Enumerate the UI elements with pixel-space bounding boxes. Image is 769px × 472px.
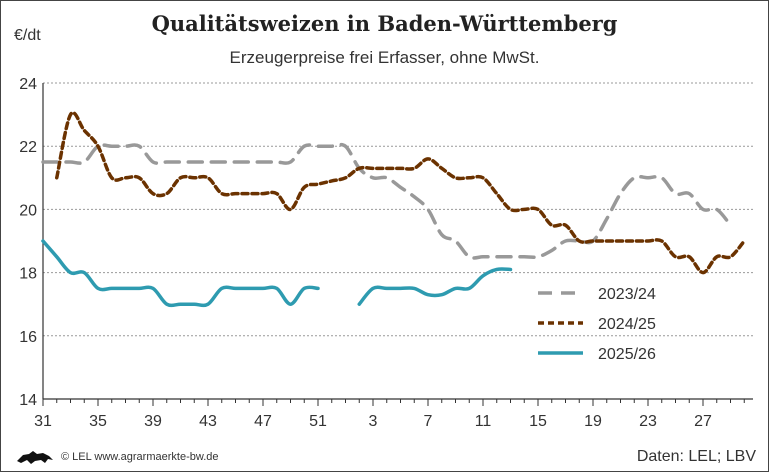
series-line-2023-24 [41,142,733,260]
y-tick-label: 18 [19,266,37,283]
legend-label: 2024/25 [598,316,656,333]
x-tick-label: 15 [529,413,547,430]
x-tick-label: 7 [424,413,433,430]
y-tick-label: 22 [19,139,37,156]
copyright-text: © LEL www.agrarmaerkte-bw.de [61,451,219,463]
line-chart: 14 16 18 20 22 24 31 35 39 43 47 51 3 7 11 15 19 23 27 2023… [19,76,753,430]
x-tick-label: 39 [144,413,162,430]
x-tick-label: 3 [369,413,378,430]
chart-title: Qualitätsweizen in Baden-Württemberg [151,11,618,36]
x-tick-label: 35 [89,413,107,430]
y-tick-label: 14 [19,392,37,409]
series-line-2024-25 [55,111,746,275]
y-axis-unit: €/dt [14,27,41,44]
y-tick-label: 24 [19,76,37,93]
x-tick-label: 11 [475,413,492,430]
y-tick-label: 16 [19,329,37,346]
x-tick-label: 23 [639,413,657,430]
chart-subtitle: Erzeugerpreise frei Erfasser, ohne MwSt. [229,48,540,67]
series-line-2025-26 [357,267,513,306]
legend-label: 2025/26 [598,346,656,363]
y-tick-label: 20 [19,202,37,219]
lion-logo-icon [17,451,53,464]
x-tick-label: 31 [34,413,52,430]
x-tick-label: 47 [254,413,272,430]
x-tick-label: 51 [309,413,327,430]
x-tick-label: 27 [694,413,712,430]
legend-label: 2023/24 [598,286,656,303]
series-line-2025-26 [41,239,320,308]
x-tick-label: 19 [584,413,602,430]
x-tick-label: 43 [199,413,217,430]
data-source: Daten: LEL; LBV [636,448,756,465]
